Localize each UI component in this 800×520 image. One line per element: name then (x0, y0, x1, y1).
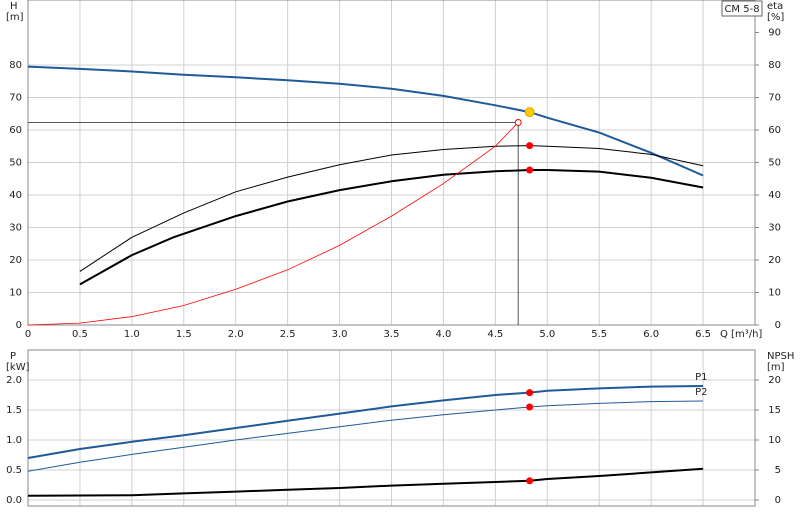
y-tick-label: 20 (9, 255, 22, 266)
y-tick-label: 70 (9, 93, 22, 104)
y2-tick-label: 80 (768, 60, 781, 71)
operating-point (526, 166, 534, 174)
y2-tick-label: 0 (775, 495, 781, 506)
y-tick-label: 1.5 (6, 405, 22, 416)
x-tick-label: 0.5 (72, 329, 88, 340)
x-tick-label: 1.5 (176, 329, 192, 340)
y-tick-label: 0 (16, 320, 22, 331)
operating-point (526, 389, 534, 397)
x-tick-label: 5.5 (591, 329, 607, 340)
x-tick-label: 5.0 (539, 329, 555, 340)
x-tick-label: 2.5 (280, 329, 296, 340)
y2-tick-label: 15 (768, 405, 781, 416)
x-tick-label: 6.5 (695, 329, 711, 340)
curve (27, 122, 519, 326)
y2-tick-label: 60 (768, 125, 781, 136)
y-tick-label: 40 (9, 190, 22, 201)
y-tick-label: 0.0 (6, 495, 22, 506)
x-tick-label: 3.5 (384, 329, 400, 340)
y2-tick-label: 40 (768, 190, 781, 201)
y2-tick-label: 70 (768, 93, 781, 104)
curve (27, 400, 704, 472)
y-axis-unit: [kW] (6, 362, 30, 373)
curve (27, 467, 704, 497)
curve (79, 145, 704, 272)
y-tick-label: 2.0 (6, 375, 22, 386)
y-tick-label: 10 (9, 288, 22, 299)
plot-frame (27, 0, 756, 326)
y2-tick-label: 10 (768, 435, 781, 446)
duty-point (514, 119, 522, 127)
x-tick-label: 2.0 (228, 329, 244, 340)
series-label: P1 (695, 372, 707, 383)
y-axis-label: H (10, 1, 18, 12)
y2-tick-label: 20 (768, 375, 781, 386)
operating-point (526, 142, 534, 150)
y2-tick-label: 0 (775, 320, 781, 331)
x-tick-label: 1.0 (124, 329, 140, 340)
y2-axis-label: NPSH (767, 351, 794, 362)
plot: 0 0.5 1.0 1.5 2.0 2.5 3.0 3.5 4.0 4.5 5.0 5.5 6.0 6.5… (6, 0, 784, 340)
series-label: P2 (695, 387, 707, 398)
plot: 0.0 0.5 1.0 1.5 2.0 0 5 10 15 20 P[kW] NPSH[m] P1 P2 (6, 349, 794, 507)
y-tick-label: 60 (9, 125, 22, 136)
y2-tick-label: 50 (768, 158, 781, 169)
y2-tick-label: 10 (768, 288, 781, 299)
title-box (721, 0, 763, 17)
y2-axis-unit: [m] (767, 362, 785, 373)
y-tick-label: 80 (9, 60, 22, 71)
y-axis-unit: [m] (6, 12, 24, 23)
curve (79, 169, 704, 286)
curve (27, 65, 704, 177)
y-tick-label: 0.5 (6, 465, 22, 476)
y2-tick-label: 20 (768, 255, 781, 266)
y-axis-label: P (10, 351, 16, 362)
operating-point (526, 477, 534, 485)
chart-title: CM 5-8 (724, 4, 759, 15)
plot-frame (27, 349, 756, 507)
y-tick-label: 50 (9, 158, 22, 169)
y2-axis-label: eta (767, 1, 783, 12)
x-tick-label: 4.5 (487, 329, 503, 340)
x-tick-label: 3.0 (332, 329, 348, 340)
x-tick-label: 0 (25, 329, 31, 340)
x-tick-label: 6.0 (643, 329, 659, 340)
y2-tick-label: 30 (768, 223, 781, 234)
x-tick-label: 4.0 (435, 329, 451, 340)
y-tick-label: 1.0 (6, 435, 22, 446)
y2-tick-label: 90 (768, 28, 781, 39)
operating-point (526, 403, 534, 411)
y-tick-label: 30 (9, 223, 22, 234)
x-axis-label: Q [m³/h] (720, 329, 762, 340)
curve (27, 385, 704, 459)
y2-tick-label: 5 (775, 465, 781, 476)
y2-axis-unit: [%] (767, 12, 784, 23)
operating-point (524, 107, 535, 118)
